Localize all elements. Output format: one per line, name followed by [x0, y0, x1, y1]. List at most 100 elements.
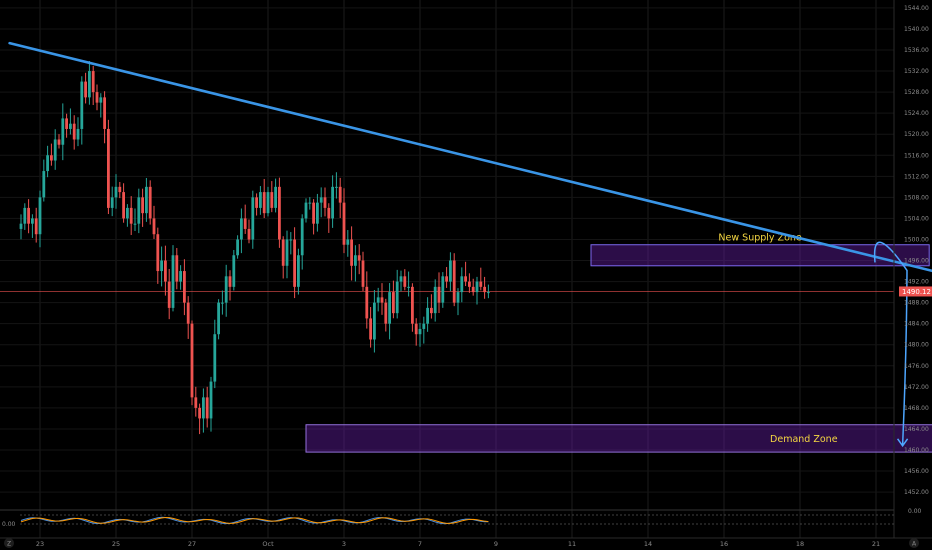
- candle-body: [118, 186, 122, 193]
- oscillator-line-d: [20, 517, 489, 524]
- timezone-button[interactable]: [4, 538, 14, 548]
- candle-body: [464, 276, 467, 282]
- demand-zone-box[interactable]: [305, 424, 932, 453]
- candle-body: [217, 302, 220, 335]
- candle-body: [388, 292, 391, 324]
- price-tick-label: 1472.00: [904, 384, 929, 391]
- candle-body: [376, 297, 380, 303]
- candle-body: [452, 260, 456, 303]
- time-tick-label: 25: [112, 540, 120, 548]
- candle-body: [433, 286, 437, 314]
- time-tick-label: 27: [188, 540, 196, 548]
- candle-body: [126, 207, 129, 219]
- time-tick-label: 16: [720, 540, 728, 548]
- candle-body: [300, 218, 304, 256]
- candle-body: [76, 128, 80, 140]
- candle-body: [129, 207, 133, 224]
- candle-body: [148, 186, 152, 219]
- candle-body: [414, 323, 418, 335]
- candle-body: [110, 197, 114, 208]
- time-tick-label: 7: [418, 540, 422, 548]
- candle-body: [133, 223, 137, 225]
- oscillator-pane: 0.00 0.00: [0, 508, 922, 528]
- price-tick-label: 1452.00: [904, 489, 929, 496]
- candle-body: [483, 286, 486, 293]
- candle-body: [441, 276, 445, 303]
- candle-body: [487, 292, 490, 294]
- candle-body: [99, 97, 103, 103]
- candle-body: [221, 302, 224, 304]
- projection-arrow[interactable]: [873, 241, 908, 446]
- candle-body: [380, 297, 384, 303]
- candle-body: [350, 239, 353, 266]
- price-tick-label: 1460.00: [904, 447, 929, 454]
- candle-body: [403, 276, 407, 287]
- candle-body: [331, 186, 334, 219]
- candle-body: [308, 202, 312, 204]
- new-supply-zone-box[interactable]: [590, 244, 930, 267]
- timezone-icon: Z: [7, 541, 11, 548]
- candle-body: [186, 302, 190, 324]
- price-tick-label: 1520.00: [904, 131, 929, 138]
- candle-body: [418, 328, 422, 335]
- candle-body: [61, 118, 65, 145]
- price-tick-label: 1484.00: [904, 321, 929, 328]
- candle-body: [103, 97, 106, 129]
- candle-body: [399, 276, 403, 282]
- price-tick-label: 1480.00: [904, 342, 929, 349]
- candle-body: [278, 186, 281, 240]
- candle-body: [224, 276, 228, 303]
- candle-body: [281, 239, 285, 266]
- candle-body: [137, 197, 141, 224]
- candle-body: [183, 271, 186, 303]
- candle-body: [95, 92, 99, 103]
- candle-body: [346, 239, 350, 245]
- time-axis[interactable]: 232527Oct3791114161821232830Nov571113ZA: [0, 537, 932, 548]
- time-tick-label: 23: [36, 540, 44, 548]
- candle-body: [262, 192, 266, 214]
- candle-body: [202, 397, 205, 419]
- candle-body: [42, 171, 46, 198]
- candle-body: [88, 71, 91, 98]
- candle-body: [156, 234, 160, 272]
- price-tick-label: 1464.00: [904, 426, 929, 433]
- new-supply-zone-label: New Supply Zone: [718, 233, 801, 244]
- candle-body: [316, 202, 319, 224]
- candle-body: [384, 302, 388, 324]
- candle-body: [65, 118, 68, 129]
- candle-body: [293, 239, 296, 287]
- candle-body: [319, 197, 323, 203]
- candle-body: [171, 255, 175, 308]
- candle-body: [205, 397, 209, 419]
- candle-body: [164, 260, 167, 282]
- time-tick-label: 18: [796, 540, 804, 548]
- price-tick-label: 1516.00: [904, 152, 929, 159]
- candle-body: [34, 218, 38, 235]
- time-tick-label: 3: [342, 540, 346, 548]
- auto-scale-button[interactable]: [909, 538, 919, 548]
- candle-body: [338, 186, 342, 203]
- horizontal-grid: [0, 7, 894, 493]
- demand-zone-label: Demand Zone: [770, 434, 838, 445]
- time-tick-label: Oct: [262, 540, 274, 548]
- trendline[interactable]: [8, 41, 932, 417]
- time-tick-label: 21: [872, 540, 880, 548]
- candle-body: [312, 202, 315, 224]
- price-axis[interactable]: 1544.00 1540.00 1536.00 1532.00 1528.00 1524.…: [893, 0, 932, 538]
- price-tick-label: 1508.00: [904, 194, 929, 201]
- candle-body: [392, 292, 395, 314]
- candle-body: [449, 260, 452, 282]
- price-tick-label: 1540.00: [904, 26, 929, 33]
- candle-body: [152, 218, 156, 235]
- candles-layer: [19, 60, 490, 435]
- price-tick-label: 1524.00: [904, 110, 929, 117]
- candle-body: [335, 186, 338, 188]
- candle-body: [19, 223, 23, 229]
- candle-body: [266, 192, 270, 214]
- candle-body: [141, 197, 144, 214]
- time-tick-label: 9: [494, 540, 498, 548]
- price-tick-label: 1528.00: [904, 89, 929, 96]
- candle-body: [179, 271, 182, 282]
- candle-body: [251, 197, 255, 240]
